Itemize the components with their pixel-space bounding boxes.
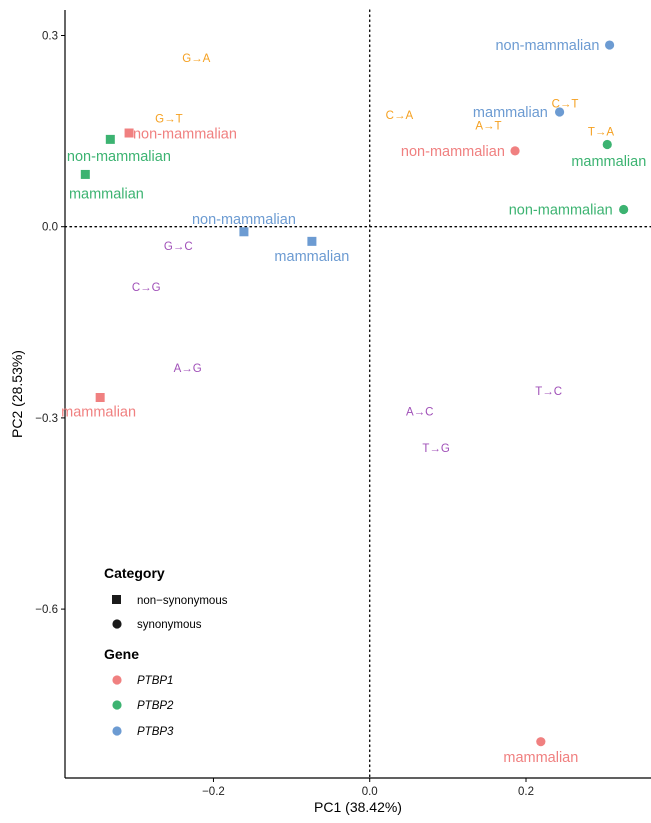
point-label: mammalian — [503, 750, 578, 766]
point-label: non-mammalian — [67, 149, 171, 165]
legend-gene-label-ptbp2: PTBP2 — [137, 700, 174, 712]
substitution-label: T→A — [588, 127, 615, 139]
data-point-square — [124, 128, 134, 138]
legend-gene-label-ptbp3: PTBP3 — [137, 726, 174, 738]
substitution-label: G→C — [164, 241, 193, 253]
substitution-label: A→G — [174, 363, 202, 375]
legend: Category non−synonymous synonymous Gene … — [104, 565, 228, 738]
substitution-label: G→A — [182, 53, 210, 65]
data-point-square — [105, 134, 115, 144]
substitution-label: A→T — [475, 120, 501, 132]
x-tick-label: −0.2 — [202, 786, 225, 798]
data-point-circle — [602, 139, 612, 150]
substitution-label: C→T — [552, 99, 579, 111]
y-ticks: 0.3 0.0 −0.3 −0.6 — [35, 30, 65, 616]
substitution-labels: G→A G→T C→A C→T A→T T→A G→C C→G A→G T→C A→C T→G — [132, 53, 615, 455]
substitution-label: G→T — [155, 113, 182, 125]
y-axis-title: PC2 (28.53%) — [9, 350, 25, 438]
data-point-circle — [604, 40, 615, 50]
point-label: mammalian — [274, 249, 349, 265]
data-points — [80, 40, 629, 747]
point-label: non-mammalian — [401, 144, 505, 160]
point-label: non-mammalian — [509, 202, 613, 218]
point-label: non-mammalian — [495, 38, 599, 54]
data-point-square — [80, 169, 90, 179]
y-tick-label: 0.0 — [42, 222, 58, 234]
legend-gene-key-ptbp2 — [112, 700, 122, 710]
substitution-label: C→A — [386, 110, 414, 122]
data-point-circle — [554, 107, 565, 117]
substitution-label: C→G — [132, 282, 161, 294]
legend-circle-key — [112, 619, 122, 629]
data-point-square — [95, 393, 105, 403]
y-tick-label: −0.6 — [35, 604, 58, 616]
substitution-label: T→G — [422, 443, 450, 455]
point-label: mammalian — [473, 105, 548, 121]
legend-square-key — [112, 595, 121, 604]
legend-category-title: Category — [104, 565, 165, 581]
point-labels: non-mammalian mammalian non-mammalian mamma… — [61, 38, 646, 766]
data-point-square — [239, 227, 249, 237]
substitution-label: T→C — [535, 386, 562, 398]
legend-gene-key-ptbp1 — [112, 675, 122, 685]
data-point-circle — [510, 146, 520, 156]
legend-gene-title: Gene — [104, 646, 139, 662]
y-tick-label: −0.3 — [35, 413, 58, 425]
point-label: mammalian — [571, 154, 646, 170]
point-label: non-mammalian — [192, 212, 296, 228]
axes: −0.2 0.0 0.2 0.3 0.0 −0.3 −0.6 — [35, 10, 651, 798]
x-tick-label: 0.0 — [362, 786, 378, 798]
legend-gene-label-ptbp1: PTBP1 — [137, 675, 173, 687]
point-label: non-mammalian — [133, 127, 237, 143]
x-axis-title: PC1 (38.42%) — [314, 799, 402, 815]
reference-lines — [64, 9, 651, 779]
legend-category-label-1: synonymous — [137, 619, 202, 631]
x-tick-label: 0.2 — [518, 786, 534, 798]
y-tick-label: 0.3 — [42, 30, 58, 42]
x-ticks: −0.2 0.0 0.2 — [202, 778, 534, 798]
point-label: mammalian — [69, 187, 144, 203]
data-point-square — [307, 236, 317, 246]
legend-category-label-0: non−synonymous — [137, 595, 228, 607]
data-point-circle — [619, 204, 629, 215]
data-point-circle — [536, 737, 546, 747]
point-label: mammalian — [61, 405, 136, 421]
legend-gene-key-ptbp3 — [112, 726, 122, 736]
substitution-label: A→C — [406, 407, 433, 419]
